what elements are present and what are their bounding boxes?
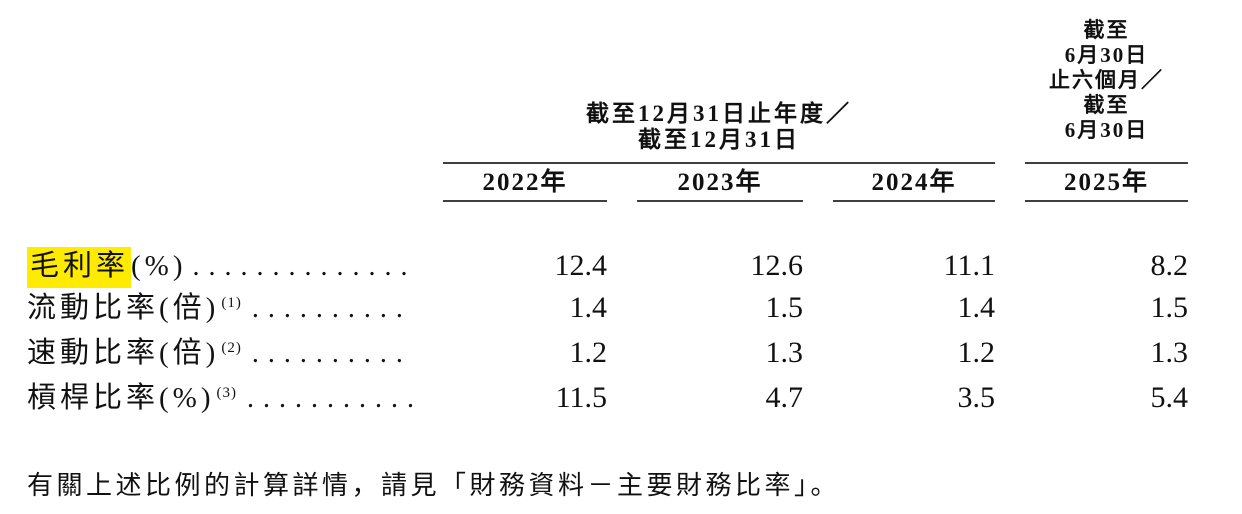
table-row-gross-margin: 毛利率(%)..................................… bbox=[27, 246, 1188, 288]
year-header-2024: 2024年 bbox=[833, 164, 995, 202]
value-cell-2024: 1.2 bbox=[957, 336, 996, 369]
period-header-line: 止六個月／ bbox=[1049, 68, 1164, 92]
period-header-line: 截至12月31日止年度／ bbox=[586, 101, 852, 126]
period-header-line: 截至 bbox=[1083, 93, 1130, 117]
value-cell-2023: 4.7 bbox=[765, 381, 804, 414]
value-cell-2023: 12.6 bbox=[750, 249, 804, 282]
row-label-text: (%) bbox=[131, 250, 187, 282]
footnote-superscript: (1) bbox=[221, 295, 242, 311]
period-header-interim: 截至 6月30日 止六個月／ 截至 6月30日 bbox=[1025, 18, 1188, 143]
value-cell-2025: 8.2 bbox=[1150, 249, 1189, 282]
table-header: 截至12月31日止年度／ 截至12月31日 截至 6月30日 止六個月／ 截至 … bbox=[27, 18, 1188, 162]
annual-years-group: 2022年 2023年 2024年 bbox=[443, 162, 995, 202]
value-cell-2022: 1.4 bbox=[569, 291, 608, 324]
row-label: 毛利率(%)..................................… bbox=[27, 247, 413, 288]
label-column-spacer bbox=[27, 162, 413, 202]
year-header-2025: 2025年 bbox=[1025, 162, 1188, 202]
period-header-line: 6月30日 bbox=[1064, 43, 1149, 67]
year-header-row: 2022年 2023年 2024年 2025年 bbox=[27, 162, 1188, 202]
table-row-current-ratio: 流動比率(倍)(1)..............................… bbox=[27, 288, 1188, 333]
row-label: 槓桿比率(%)(3)..............................… bbox=[27, 379, 413, 423]
value-cell-2025: 1.3 bbox=[1150, 336, 1189, 369]
period-header-annual: 截至12月31日止年度／ 截至12月31日 bbox=[443, 101, 995, 153]
row-label-text: 流動比率(倍) bbox=[27, 292, 220, 324]
footnote-text: 有關上述比例的計算詳情，請見「財務資料－主要財務比率」。 bbox=[27, 471, 841, 500]
period-header-line: 截至12月31日 bbox=[638, 127, 800, 152]
value-cell-2025: 5.4 bbox=[1150, 381, 1189, 414]
value-cell-2025: 1.5 bbox=[1150, 291, 1189, 324]
row-label-text: 槓桿比率(%) bbox=[27, 382, 215, 414]
footnote-superscript: (3) bbox=[216, 385, 237, 401]
value-cell-2022: 12.4 bbox=[554, 249, 608, 282]
value-cell-2024: 3.5 bbox=[957, 381, 996, 414]
dot-leader: ........................................ bbox=[251, 293, 413, 324]
value-cell-2024: 11.1 bbox=[943, 249, 995, 282]
table-row-quick-ratio: 速動比率(倍)(2)..............................… bbox=[27, 333, 1188, 378]
row-label-text: 速動比率(倍) bbox=[27, 337, 220, 369]
period-header-line: 截至 bbox=[1083, 18, 1130, 42]
value-cell-2022: 1.2 bbox=[569, 336, 608, 369]
year-header-2022: 2022年 bbox=[443, 164, 607, 202]
dot-leader: ........................................ bbox=[251, 338, 413, 369]
value-cell-2024: 1.4 bbox=[957, 291, 996, 324]
value-cell-2022: 11.5 bbox=[555, 381, 607, 414]
dot-leader: ........................................ bbox=[192, 251, 414, 282]
period-header-line: 6月30日 bbox=[1064, 118, 1149, 142]
row-label: 流動比率(倍)(1)..............................… bbox=[27, 289, 413, 333]
row-label: 速動比率(倍)(2)..............................… bbox=[27, 334, 413, 378]
year-header-2023: 2023年 bbox=[637, 164, 803, 202]
value-cell-2023: 1.3 bbox=[765, 336, 804, 369]
value-cell-2023: 1.5 bbox=[765, 291, 804, 324]
highlighted-text: 毛利率 bbox=[27, 247, 132, 288]
dot-leader: ........................................ bbox=[246, 383, 413, 414]
table-row-gearing-ratio: 槓桿比率(%)(3)..............................… bbox=[27, 378, 1188, 423]
table-body: 毛利率(%)..................................… bbox=[27, 246, 1188, 423]
footnote-superscript: (2) bbox=[221, 340, 242, 356]
